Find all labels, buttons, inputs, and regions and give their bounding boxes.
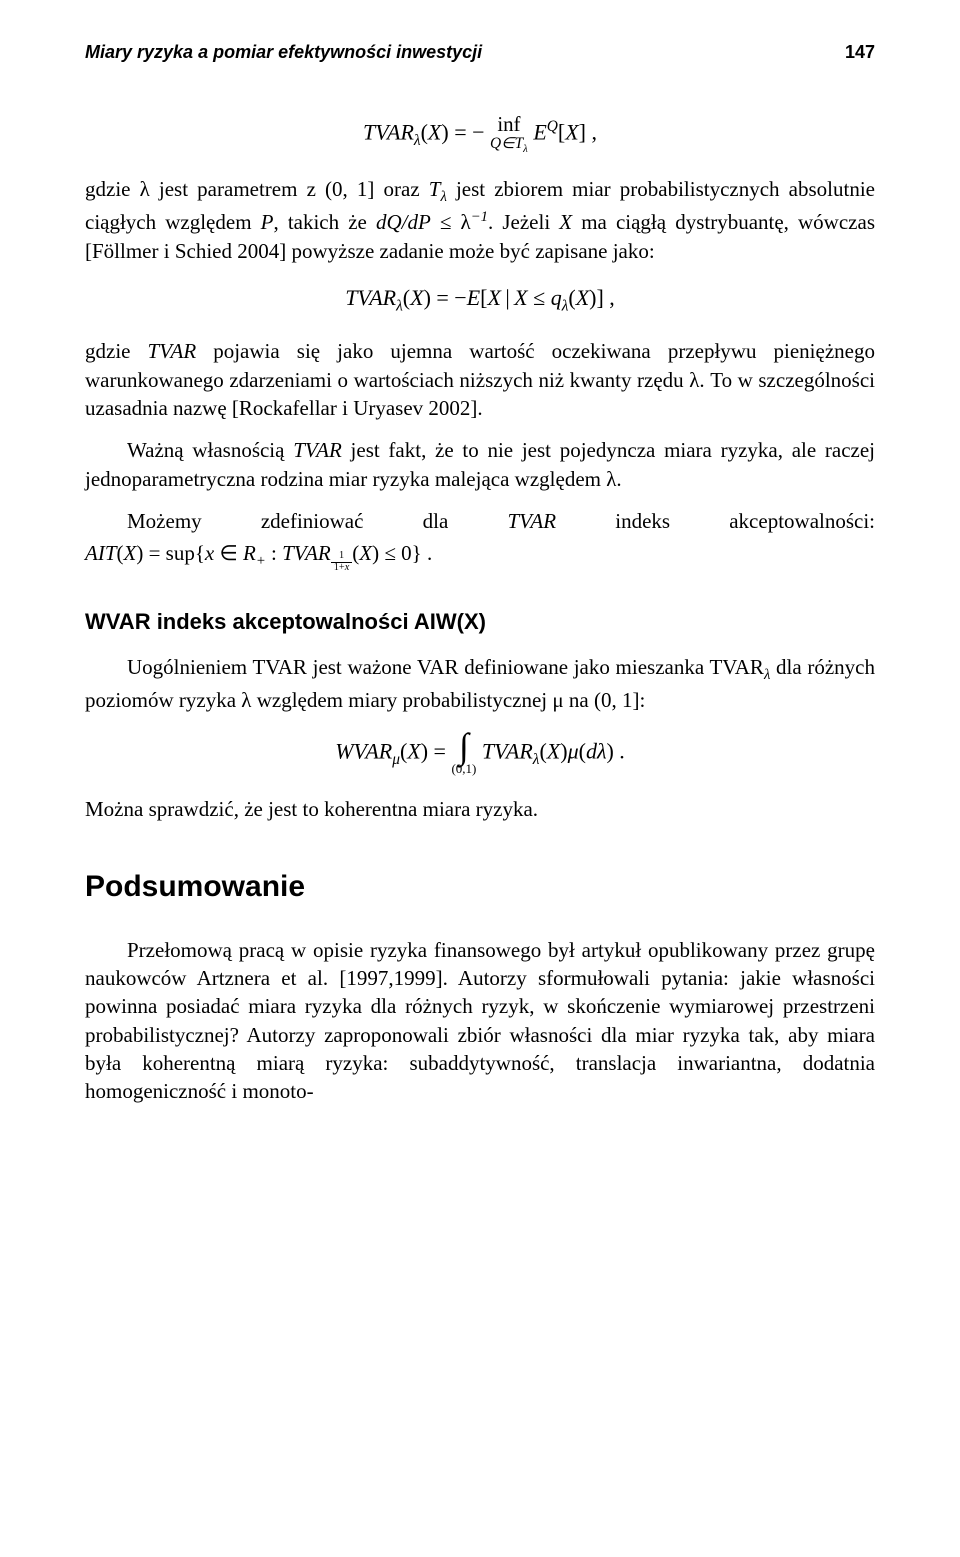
equation-tvar-cond: TVARλ(X) = −E[X | X ≤ qλ(X)] , bbox=[85, 283, 875, 317]
text: indeks bbox=[615, 509, 670, 533]
running-title: Miary ryzyka a pomiar efektywności inwes… bbox=[85, 40, 482, 64]
text: akceptowalności: bbox=[729, 509, 875, 533]
equation-wvar: WVARμ(X) = ∫(0,1) TVARλ(X)μ(dλ) . bbox=[85, 732, 875, 775]
section-heading-wvar: WVAR indeks akceptowalności AIW(X) bbox=[85, 607, 875, 637]
page-number: 147 bbox=[845, 40, 875, 64]
paragraph: Można sprawdzić, że jest to koherentna m… bbox=[85, 795, 875, 823]
section-heading-podsumowanie: Podsumowanie bbox=[85, 867, 875, 908]
paragraph: gdzie TVAR pojawia się jako ujemna warto… bbox=[85, 337, 875, 422]
text: Możemy bbox=[127, 509, 202, 533]
paragraph: Ważną własnością TVAR jest fakt, że to n… bbox=[85, 436, 875, 493]
paragraph: Uogólnieniem TVAR jest ważone VAR defini… bbox=[85, 653, 875, 714]
text: dla bbox=[423, 509, 449, 533]
page: Miary ryzyka a pomiar efektywności inwes… bbox=[0, 0, 960, 1557]
text: TVAR bbox=[507, 509, 556, 533]
equation-tvar-inf: TVARλ(X) = − infQ∈Tλ EQ[X] , bbox=[85, 114, 875, 155]
text: zdefiniować bbox=[261, 509, 364, 533]
paragraph: gdzie λ jest parametrem z (0, 1] oraz Tλ… bbox=[85, 175, 875, 265]
paragraph: Możemy zdefiniować dla TVAR indeks akcep… bbox=[85, 507, 875, 535]
paragraph: Przełomową pracą w opisie ryzyka finanso… bbox=[85, 936, 875, 1106]
paragraph: AIT(X) = sup{x ∈ R+ : TVAR11+x(X) ≤ 0} . bbox=[85, 539, 875, 573]
running-head: Miary ryzyka a pomiar efektywności inwes… bbox=[85, 40, 875, 64]
